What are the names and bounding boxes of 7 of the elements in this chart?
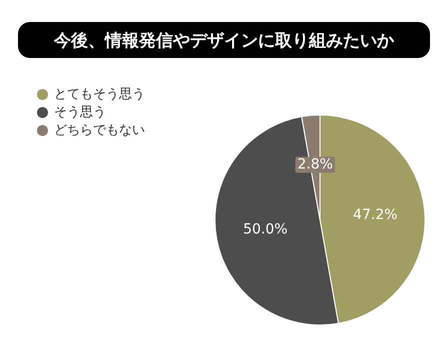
legend-label: そう思う: [54, 105, 106, 120]
legend-label: とてもそう思う: [54, 87, 145, 102]
chart-title: 今後、情報発信やデザインに取り組みたいか: [18, 22, 430, 58]
data-label: 2.8%: [297, 156, 333, 173]
legend-label: どちらでもない: [54, 123, 145, 138]
data-label: 47.2%: [353, 207, 398, 224]
data-label: 50.0%: [243, 222, 288, 238]
